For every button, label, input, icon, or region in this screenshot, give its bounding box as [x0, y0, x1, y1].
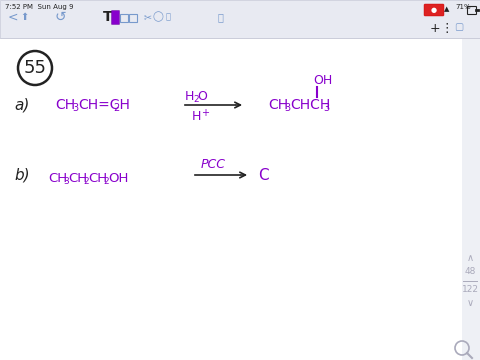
Text: 2: 2 [103, 176, 108, 185]
Text: 48: 48 [464, 267, 476, 276]
Text: 55: 55 [24, 59, 47, 77]
Text: O: O [197, 90, 207, 103]
Bar [0, 38, 462, 360]
Text: 2: 2 [83, 176, 89, 185]
Text: H: H [185, 90, 194, 103]
Text: 🔍: 🔍 [166, 13, 170, 22]
Text: 7:52 PM  Sun Aug 9: 7:52 PM Sun Aug 9 [5, 4, 73, 10]
Bar [0, 0, 480, 38]
Text: CH=CH: CH=CH [78, 98, 130, 112]
Text: OH: OH [108, 171, 128, 184]
Text: ◯: ◯ [153, 12, 163, 22]
Text: T: T [103, 10, 113, 24]
Text: ↺: ↺ [54, 10, 66, 24]
Text: 3: 3 [284, 103, 290, 113]
FancyBboxPatch shape [424, 4, 444, 16]
Text: ▲: ▲ [444, 6, 450, 12]
Text: CHCH: CHCH [290, 98, 330, 112]
FancyBboxPatch shape [111, 10, 120, 24]
Text: CH: CH [55, 98, 75, 112]
Text: 71%: 71% [455, 4, 470, 10]
Text: b): b) [14, 167, 30, 183]
Text: +: + [430, 22, 440, 35]
Text: CH: CH [48, 171, 67, 184]
Text: ●: ● [431, 7, 437, 13]
Text: ✂: ✂ [144, 12, 152, 22]
Text: ∨: ∨ [467, 298, 474, 308]
Text: H: H [192, 109, 202, 122]
Text: 3: 3 [323, 103, 329, 113]
Text: CH: CH [68, 171, 87, 184]
Text: a): a) [14, 98, 29, 112]
Text: PCC: PCC [201, 158, 226, 171]
Text: 2: 2 [113, 103, 119, 113]
Text: ▢: ▢ [455, 22, 464, 32]
Text: ∧: ∧ [467, 253, 474, 263]
Text: 🎤: 🎤 [217, 12, 223, 22]
Text: 122: 122 [461, 285, 479, 294]
Text: OH: OH [313, 73, 332, 86]
Text: ⬆: ⬆ [20, 12, 28, 22]
Text: 3: 3 [63, 176, 69, 185]
Text: 3: 3 [72, 103, 78, 113]
Text: CH: CH [268, 98, 288, 112]
Bar [462, 38, 480, 360]
Text: 2: 2 [193, 94, 199, 104]
Text: CH: CH [88, 171, 107, 184]
Text: <: < [8, 10, 19, 23]
Text: C: C [258, 167, 269, 183]
Text: +: + [201, 108, 209, 118]
Text: ⋮: ⋮ [441, 22, 453, 35]
